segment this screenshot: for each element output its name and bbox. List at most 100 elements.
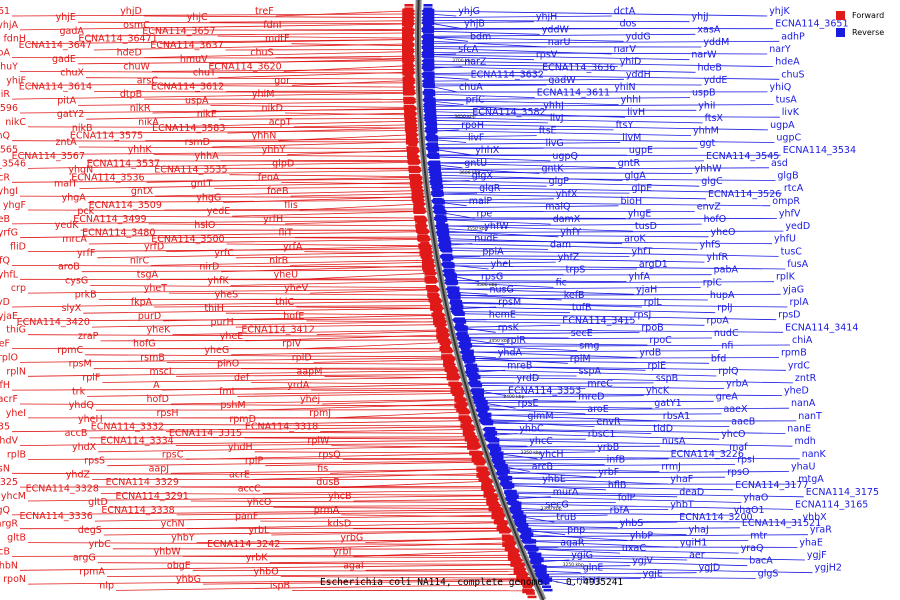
forward-gene-block (404, 55, 414, 58)
reverse-leader-line (431, 142, 621, 145)
scale-tick-label: 3500 kbp (476, 282, 497, 288)
forward-feature-label: yhiR (0, 89, 10, 100)
forward-feature-label: def (234, 373, 250, 384)
forward-leader-line (11, 300, 435, 308)
reverse-leader-line (429, 103, 542, 111)
reverse-feature-label: folP (618, 493, 636, 504)
forward-feature-label: ECNA114_3647 (19, 40, 92, 51)
forward-leader-line (299, 203, 418, 211)
forward-leader-line (237, 393, 457, 397)
legend: Forward Reverse (836, 7, 898, 41)
forward-leader-line (11, 264, 427, 268)
reverse-feature-label: livG (546, 138, 564, 149)
forward-leader-line (11, 554, 512, 557)
reverse-leader-line (437, 191, 630, 194)
forward-gene-block (413, 191, 423, 194)
forward-feature-arrow (402, 43, 416, 49)
reverse-feature-arrow (427, 160, 441, 166)
reverse-feature-label: gatY1 (654, 398, 681, 409)
reverse-leader-line (428, 84, 547, 87)
reverse-gene-block (423, 41, 432, 44)
reverse-feature-label: yhiN (614, 82, 635, 93)
forward-gene-block (413, 194, 423, 197)
reverse-leader-line (453, 288, 635, 295)
reverse-feature-label: ftsX (705, 113, 724, 124)
reverse-feature-label: nudC (714, 328, 739, 339)
reverse-gene-block (423, 44, 432, 48)
reverse-feature-label: malQ (545, 202, 570, 213)
reverse-gene-block (423, 31, 432, 34)
reverse-feature-label: yheO (711, 227, 736, 238)
forward-leader-line (11, 388, 455, 391)
reverse-leader-line (437, 198, 554, 201)
reverse-feature-label: livF (468, 133, 484, 144)
forward-leader-line (333, 411, 463, 419)
reverse-leader-line (428, 21, 534, 24)
forward-feature-arrow (433, 319, 447, 325)
reverse-feature-label: narU (548, 37, 571, 48)
reverse-feature-arrow (421, 72, 435, 77)
reverse-gene-block (494, 463, 504, 466)
forward-leader-line (27, 578, 524, 585)
forward-leader-line (280, 576, 521, 579)
reverse-leader-line (427, 40, 546, 48)
forward-leader-line (160, 120, 409, 128)
reverse-gene-block (442, 259, 452, 262)
reverse-feature-label: yhhI (621, 95, 641, 106)
reverse-gene-block (449, 296, 459, 299)
reverse-feature-label: malP (469, 196, 493, 207)
reverse-leader-line (428, 10, 768, 17)
forward-gene-block (492, 510, 502, 514)
forward-leader-line (19, 486, 486, 488)
reverse-leader-line (434, 171, 693, 174)
forward-feature-label: ychN (161, 519, 185, 530)
forward-leader-line (148, 223, 420, 227)
forward-feature-label: gntT (191, 179, 213, 190)
forward-leader-line (218, 118, 409, 120)
reverse-feature-label: hflB (608, 480, 627, 491)
forward-feature-label: yhiF (6, 75, 26, 86)
reverse-feature-label: glgS (758, 568, 779, 579)
reverse-leader-line (434, 167, 770, 170)
forward-gene-block (433, 310, 443, 313)
forward-gene-block (404, 38, 413, 41)
forward-leader-line (251, 473, 483, 480)
reverse-gene-block (432, 194, 442, 197)
forward-feature-label: ECNA114_3499 (73, 214, 146, 225)
forward-leader-line (225, 312, 436, 316)
reverse-feature-label: narY (769, 44, 791, 55)
forward-feature-label: yhdV (0, 436, 18, 447)
reverse-feature-label: sspA (579, 366, 602, 377)
reverse-feature-label: rplJ (717, 303, 732, 314)
forward-feature-label: aapM (297, 366, 323, 377)
reverse-leader-line (532, 548, 620, 554)
reverse-feature-label: glmM (527, 411, 553, 422)
reverse-feature-label: rpoA (707, 315, 730, 326)
forward-feature-label: fkpA (131, 297, 153, 308)
forward-feature-label: gadA (60, 26, 85, 37)
reverse-leader-line (515, 509, 669, 511)
forward-leader-line (97, 562, 515, 565)
forward-feature-label: ECNA114_3535 (154, 165, 227, 176)
forward-leader-line (202, 580, 524, 585)
forward-leader-line (322, 399, 459, 405)
reverse-feature-label: aaeB (731, 417, 755, 428)
forward-feature-label: yhjA (0, 20, 19, 31)
reverse-gene-block (450, 299, 459, 303)
reverse-gene-block (425, 116, 435, 119)
reverse-gene-block (446, 282, 456, 286)
forward-leader-line (87, 390, 457, 397)
forward-feature-label: ECNA114_3575 (70, 131, 143, 142)
reverse-leader-line (467, 351, 638, 358)
reverse-leader-line (460, 324, 561, 328)
reverse-leader-line (428, 54, 690, 61)
reverse-feature-label: mreD (578, 391, 604, 402)
forward-feature-arrow (403, 96, 417, 102)
reverse-feature-arrow (435, 223, 449, 229)
forward-leader-line (185, 453, 476, 460)
forward-gene-block (405, 106, 415, 109)
reverse-gene-block (500, 480, 510, 483)
reverse-leader-line (447, 257, 705, 263)
forward-leader-line (341, 481, 486, 488)
reverse-feature-label: rplA (790, 297, 810, 308)
